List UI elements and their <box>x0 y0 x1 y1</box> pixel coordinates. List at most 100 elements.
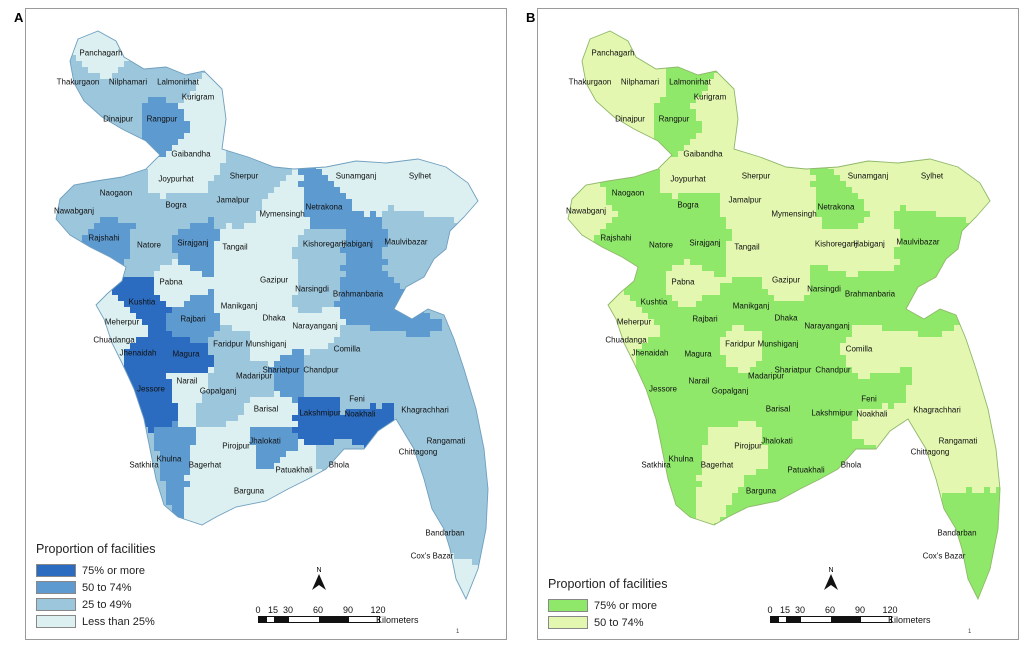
district-label: Jhenaidah <box>119 348 157 358</box>
district-label: Pabna <box>159 277 183 287</box>
district-label: Jamalpur <box>216 195 250 205</box>
district-label: Madaripur <box>747 371 785 381</box>
district-label: Nawabganj <box>565 206 607 216</box>
legend-label: 25 to 49% <box>82 598 132 611</box>
district-label: Mymensingh <box>771 209 817 219</box>
district-label: Comilla <box>333 344 361 354</box>
district-label: Kishoreganj <box>814 239 858 249</box>
north-arrow-icon <box>312 574 326 590</box>
district-label: Sirajganj <box>177 238 209 248</box>
district-label: Manikganj <box>732 301 770 311</box>
district-label: Feni <box>349 394 365 404</box>
district-label: Patuakhali <box>787 465 825 475</box>
district-label: Khagrachhari <box>401 405 449 415</box>
district-label: Mymensingh <box>259 209 305 219</box>
map-a-svg <box>55 30 489 601</box>
district-label: Narail <box>688 376 710 386</box>
district-label: Rajbari <box>692 314 718 324</box>
district-label: Sunamganj <box>847 171 889 181</box>
scale-bar-b: 0 15 30 60 90 120 Kilometers <box>767 605 930 625</box>
scale-tick-label: 120 <box>882 605 898 615</box>
legend-swatch <box>548 599 588 612</box>
district-label: Gaibandha <box>683 149 723 159</box>
district-label: Sherpur <box>741 171 771 181</box>
district-label: Satkhira <box>641 460 671 470</box>
district-label: Sherpur <box>229 171 259 181</box>
map-panel-a: Panchagarh Thakurgaon Nilphamari Lalmonirha… <box>25 8 507 640</box>
district-label: Noakhali <box>856 409 888 419</box>
district-label: Noakhali <box>344 409 376 419</box>
legend-swatch <box>36 564 76 577</box>
panel-letter-b: B <box>526 10 536 25</box>
map-b-svg <box>567 30 1001 601</box>
district-label: Faridpur <box>725 339 755 349</box>
district-label: Chittagong <box>910 447 950 457</box>
scale-tick-label: 15 <box>267 605 279 615</box>
district-label: Cox's Bazar <box>410 551 454 561</box>
district-label: Thakurgaon <box>568 77 612 87</box>
district-label: Lakshmipur <box>299 408 341 418</box>
district-label: Magura <box>172 349 200 359</box>
district-label: Brahmanbaria <box>844 289 896 299</box>
legend-b: Proportion of facilities 75% or more 50 t… <box>548 577 668 631</box>
district-label: Thakurgaon <box>56 77 100 87</box>
district-label: Madaripur <box>235 371 273 381</box>
scale-tick-label: 60 <box>824 605 836 615</box>
north-label: N <box>828 567 834 574</box>
district-label: Rangpur <box>658 114 690 124</box>
district-label: Kishoreganj <box>302 239 346 249</box>
district-label: Narsingdi <box>295 284 329 294</box>
legend-label: 75% or more <box>594 599 657 612</box>
district-label: Meherpur <box>616 317 652 327</box>
district-label: Feni <box>861 394 877 404</box>
legend-title: Proportion of facilities <box>548 577 668 591</box>
district-label: Gopalganj <box>199 386 237 396</box>
district-label: Sylhet <box>408 171 432 181</box>
north-arrow-a: N <box>309 567 329 595</box>
district-label: Bandarban <box>937 528 977 538</box>
corner-mark: 1 <box>456 629 460 635</box>
district-label: Sunamganj <box>335 171 377 181</box>
district-label: Gazipur <box>771 275 801 285</box>
district-label: Jamalpur <box>728 195 762 205</box>
district-label: Kushtia <box>640 297 668 307</box>
district-label: Pirojpur <box>222 441 250 451</box>
district-label: Sylhet <box>920 171 944 181</box>
district-label: Natore <box>648 240 674 250</box>
district-label: Panchagarh <box>591 48 635 58</box>
district-label: Kurigram <box>693 92 727 102</box>
district-label: Rangamati <box>426 436 466 446</box>
district-label: Dhaka <box>774 313 798 323</box>
scale-tick-label: 60 <box>312 605 324 615</box>
scale-tick-label: 30 <box>282 605 294 615</box>
corner-mark: 1 <box>968 629 972 635</box>
district-label: Natore <box>136 240 162 250</box>
district-label: Joypurhat <box>158 174 194 184</box>
district-label: Nawabganj <box>53 206 95 216</box>
district-label: Jhalokati <box>249 436 281 446</box>
legend-swatch <box>36 615 76 628</box>
district-label: Rajshahi <box>88 233 120 243</box>
district-polygons <box>568 31 1000 599</box>
scale-tick-label: 15 <box>779 605 791 615</box>
district-label: Narayanganj <box>804 321 850 331</box>
district-label: Barguna <box>233 486 265 496</box>
district-label: Barisal <box>765 404 791 414</box>
district-label: Lalmonirhat <box>157 77 199 87</box>
legend-title: Proportion of facilities <box>36 542 156 556</box>
district-label: Manikganj <box>220 301 258 311</box>
district-label: Dinajpur <box>615 114 645 124</box>
scale-tick-label: 0 <box>255 605 261 615</box>
district-label: Kushtia <box>128 297 156 307</box>
legend-swatch <box>36 598 76 611</box>
country-outline <box>567 30 1001 601</box>
district-label: Habiganj <box>853 239 885 249</box>
district-label: Munshiganj <box>245 339 287 349</box>
district-label: Pabna <box>671 277 695 287</box>
legend-label: Less than 25% <box>82 615 155 628</box>
district-label: Khulna <box>156 454 182 464</box>
legend-swatch <box>548 616 588 629</box>
district-label: Jessore <box>648 384 678 394</box>
scale-tick-label: 90 <box>342 605 354 615</box>
district-label: Comilla <box>845 344 873 354</box>
